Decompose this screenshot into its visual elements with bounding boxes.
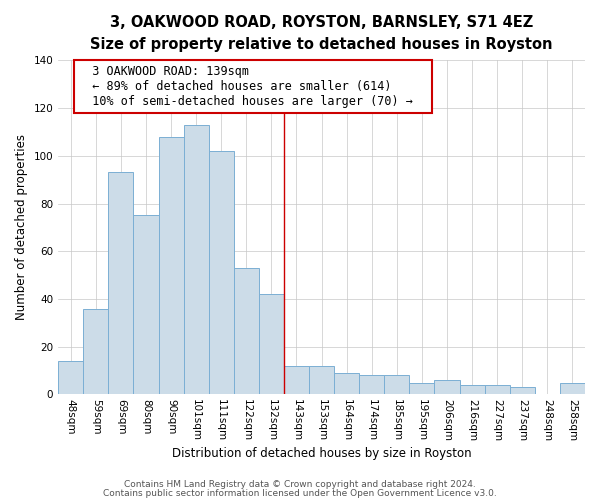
Bar: [560, 382, 585, 394]
Y-axis label: Number of detached properties: Number of detached properties: [15, 134, 28, 320]
Bar: [409, 382, 434, 394]
Text: 3 OAKWOOD ROAD: 139sqm  
  ← 89% of detached houses are smaller (614)  
  10% of: 3 OAKWOOD ROAD: 139sqm ← 89% of detached…: [78, 65, 427, 108]
Text: Contains public sector information licensed under the Open Government Licence v3: Contains public sector information licen…: [103, 490, 497, 498]
Bar: [510, 388, 535, 394]
Bar: [109, 172, 133, 394]
Bar: [58, 361, 83, 394]
Bar: [209, 151, 234, 394]
Bar: [460, 385, 485, 394]
Bar: [234, 268, 259, 394]
Title: 3, OAKWOOD ROAD, ROYSTON, BARNSLEY, S71 4EZ
Size of property relative to detache: 3, OAKWOOD ROAD, ROYSTON, BARNSLEY, S71 …: [91, 15, 553, 52]
Bar: [359, 376, 385, 394]
Bar: [284, 366, 309, 394]
Bar: [485, 385, 510, 394]
Bar: [434, 380, 460, 394]
Bar: [385, 376, 409, 394]
Bar: [133, 216, 158, 394]
Bar: [334, 373, 359, 394]
Bar: [158, 136, 184, 394]
Text: Contains HM Land Registry data © Crown copyright and database right 2024.: Contains HM Land Registry data © Crown c…: [124, 480, 476, 489]
X-axis label: Distribution of detached houses by size in Royston: Distribution of detached houses by size …: [172, 447, 472, 460]
Bar: [309, 366, 334, 394]
Bar: [259, 294, 284, 394]
Bar: [184, 125, 209, 394]
Bar: [83, 308, 109, 394]
